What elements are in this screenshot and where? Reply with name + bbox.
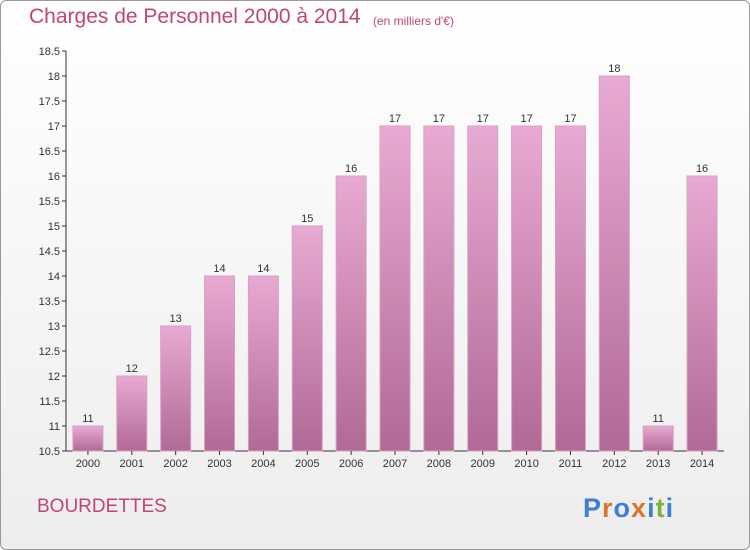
bar-2005 <box>291 225 323 452</box>
data-label-2010: 17 <box>520 113 532 125</box>
logo-letter: r <box>602 493 614 523</box>
y-tick-label: 14 <box>48 271 60 283</box>
x-tick-label: 2001 <box>120 458 144 470</box>
commune-name: BOURDETTES <box>37 496 167 517</box>
logo-letter: i <box>666 493 675 523</box>
data-label-2014: 16 <box>696 163 708 175</box>
y-tick-label: 13 <box>48 321 60 333</box>
x-tick-label: 2000 <box>76 458 100 470</box>
bar-2009 <box>467 125 499 452</box>
y-tick-label: 15.5 <box>39 196 60 208</box>
bar-2007 <box>379 125 411 452</box>
bar-2000 <box>72 425 104 452</box>
data-label-2009: 17 <box>477 113 489 125</box>
x-tick-label: 2013 <box>646 458 670 470</box>
bars-group <box>72 75 718 452</box>
bar-2012 <box>598 75 630 452</box>
logo-letter: t <box>656 493 666 523</box>
bar-2006 <box>335 175 367 452</box>
bar-2001 <box>116 375 148 452</box>
data-label-2000: 11 <box>82 413 93 425</box>
x-tick-label: 2007 <box>383 458 407 470</box>
bar-2003 <box>204 275 236 452</box>
y-tick-label: 14.5 <box>39 246 60 258</box>
data-label-2013: 11 <box>652 413 663 425</box>
y-tick-label: 13.5 <box>39 296 60 308</box>
data-label-2006: 16 <box>345 163 357 175</box>
y-tick-label: 18 <box>48 71 60 83</box>
bar-2011 <box>554 125 586 452</box>
y-tick-label: 15 <box>48 221 60 233</box>
y-tick-label: 16 <box>48 171 60 183</box>
data-label-2002: 13 <box>170 313 182 325</box>
bar-2002 <box>160 325 192 452</box>
chart-title: Charges de Personnel 2000 à 2014 <box>29 5 361 28</box>
bar-2004 <box>247 275 279 452</box>
y-tick-label: 12 <box>48 371 60 383</box>
x-tick-label: 2002 <box>163 458 187 470</box>
y-tick-label: 16.5 <box>39 146 60 158</box>
data-label-2011: 17 <box>564 113 576 125</box>
x-tick-label: 2014 <box>690 458 714 470</box>
x-tick-label: 2005 <box>295 458 319 470</box>
x-tick-label: 2008 <box>427 458 451 470</box>
data-label-2001: 12 <box>126 363 138 375</box>
logo-letter: P <box>583 493 602 523</box>
data-label-2007: 17 <box>389 113 401 125</box>
y-tick-labels: 10.5 11 11.5 12 12.5 13 13.5 14 14.5 15 15.5 16 16.5… <box>39 46 66 458</box>
x-tick-label: 2003 <box>207 458 231 470</box>
x-tick-labels: 2000 2001 2002 2003 2004 2005 2006 2007 2008 2009… <box>76 451 714 470</box>
x-tick-label: 2011 <box>559 458 583 470</box>
y-tick-label: 11.5 <box>39 396 60 408</box>
x-tick-label: 2006 <box>339 458 363 470</box>
y-tick-label: 12.5 <box>39 346 60 358</box>
proxiti-logo: Proxiti <box>583 493 674 523</box>
data-label-2005: 15 <box>301 213 313 225</box>
bar-2014 <box>686 175 718 452</box>
logo-letter: i <box>647 493 656 523</box>
x-tick-label: 2012 <box>602 458 626 470</box>
data-label-2008: 17 <box>433 113 445 125</box>
data-labels-group: 11 12 13 14 14 15 16 17 17 17 17 17 18 11 16 <box>82 63 708 425</box>
y-tick-label: 17 <box>48 121 60 133</box>
bar-2010 <box>511 125 543 452</box>
y-tick-label: 17.5 <box>39 96 60 108</box>
x-tick-label: 2010 <box>514 458 538 470</box>
data-label-2004: 14 <box>257 263 269 275</box>
x-tick-label: 2004 <box>251 458 275 470</box>
logo-letter: o <box>614 493 632 523</box>
data-label-2003: 14 <box>213 263 225 275</box>
logo-letter: x <box>631 493 647 523</box>
bar-2008 <box>423 125 455 452</box>
bar-2013 <box>642 425 674 452</box>
y-tick-label: 10.5 <box>39 446 60 458</box>
data-label-2012: 18 <box>608 63 620 75</box>
svg-text:Proxiti: Proxiti <box>583 493 674 523</box>
chart-subtitle: (en milliers d'€) <box>373 14 454 28</box>
x-tick-label: 2009 <box>470 458 494 470</box>
y-tick-label: 11 <box>49 421 60 433</box>
y-tick-label: 18.5 <box>39 46 60 58</box>
